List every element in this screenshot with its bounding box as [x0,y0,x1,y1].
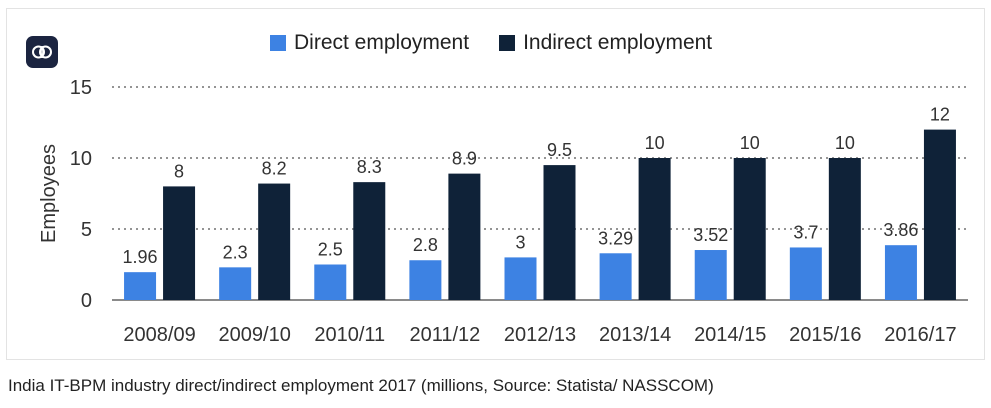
bar-indirect [543,165,576,300]
y-tick-label: 10 [70,148,92,170]
data-label-indirect: 9.5 [547,140,572,160]
bar-direct [409,260,442,300]
data-label-indirect: 10 [645,133,665,153]
bar-indirect [353,182,386,300]
data-label-direct: 2.8 [413,235,438,255]
bar-direct [789,247,822,300]
bar-indirect [638,158,671,300]
legend-label-indirect: Indirect employment [523,31,713,54]
figure-caption: India IT-BPM industry direct/indirect em… [8,376,714,395]
bar-indirect [258,183,291,300]
data-label-indirect: 10 [740,133,760,153]
x-tick-label: 2011/12 [409,324,480,346]
bar-indirect [923,129,956,300]
data-label-direct: 2.5 [318,240,343,260]
data-label-indirect: 12 [930,105,950,125]
bar-direct [504,257,537,300]
x-tick-label: 2015/16 [789,324,861,346]
data-label-direct: 1.96 [123,247,158,267]
x-tick-label: 2012/13 [504,324,576,346]
x-tick-label: 2016/17 [884,324,956,346]
bar-direct [884,245,917,300]
bar-indirect [448,173,481,300]
brand-badge[interactable] [26,36,58,68]
x-tick-label: 2014/15 [694,324,766,346]
bar-direct [314,264,347,300]
legend-item-direct[interactable]: Direct employment [270,31,469,55]
x-tick-label: 2010/11 [314,324,385,346]
data-label-indirect: 8.9 [452,149,477,169]
bar-indirect [828,158,861,300]
bar-direct [694,250,727,300]
brain-icon [32,45,52,59]
y-tick-label: 0 [81,290,92,312]
bar-chart: 0 5 10 15 Employees 1.96 8 2008/09 2.3 8.2 2009/10… [38,77,968,346]
data-label-indirect: 8.2 [262,159,287,179]
x-tick-label: 2008/09 [123,324,195,346]
bar-direct [219,267,252,300]
legend-swatch-indirect [499,35,516,51]
legend-item-indirect[interactable]: Indirect employment [499,31,712,55]
data-label-direct: 3.29 [598,228,633,248]
data-label-indirect: 8.3 [357,157,382,177]
chart-legend: Direct employment Indirect employment [270,31,742,55]
bar-indirect [733,158,766,300]
legend-label-direct: Direct employment [294,31,470,54]
data-label-direct: 3.52 [693,225,728,245]
x-tick-label: 2013/14 [599,324,671,346]
data-label-direct: 2.3 [223,242,248,262]
chart-frame [6,8,985,360]
bar-direct [599,253,632,300]
bar-indirect [163,186,196,300]
legend-swatch-direct [270,35,286,51]
data-label-direct: 3.86 [883,220,918,240]
data-label-direct: 3 [515,232,525,252]
y-tick-label: 15 [70,77,92,99]
x-tick-label: 2009/10 [219,324,291,346]
y-tick-label: 5 [81,219,92,241]
data-label-direct: 3.7 [793,222,818,242]
data-label-indirect: 10 [835,133,855,153]
data-label-indirect: 8 [174,161,184,181]
y-axis-label: Employees [38,144,60,243]
bar-direct [124,272,157,300]
